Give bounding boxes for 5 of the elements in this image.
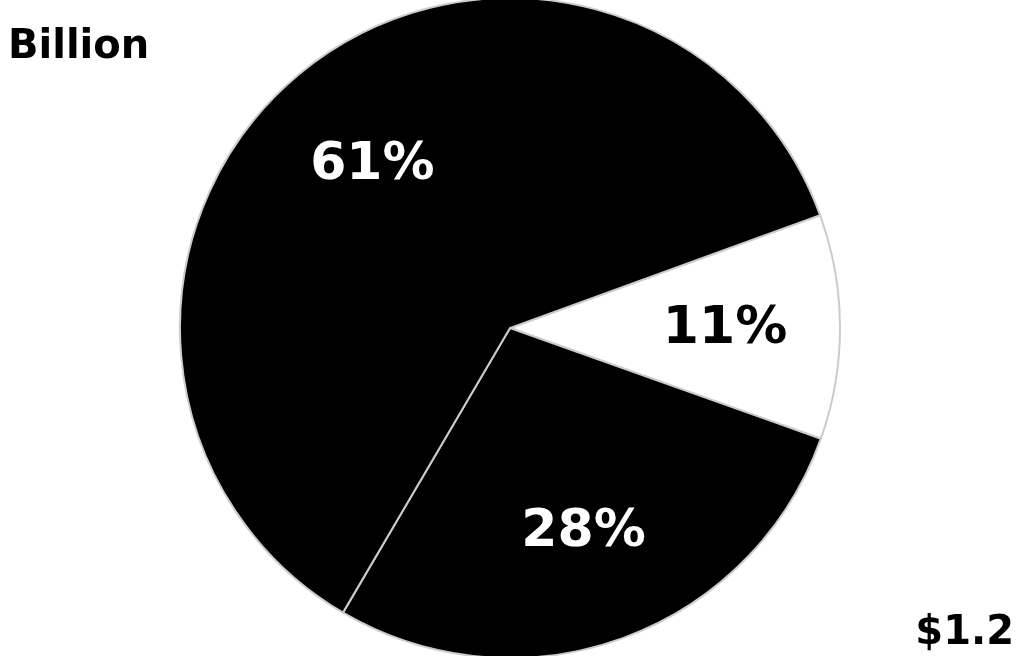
data-label: 61% [310,130,435,191]
data-label: 28% [521,498,646,559]
text: Billion [8,21,150,67]
data-label: 11% [662,295,788,356]
text: $1.2 [915,607,1014,653]
